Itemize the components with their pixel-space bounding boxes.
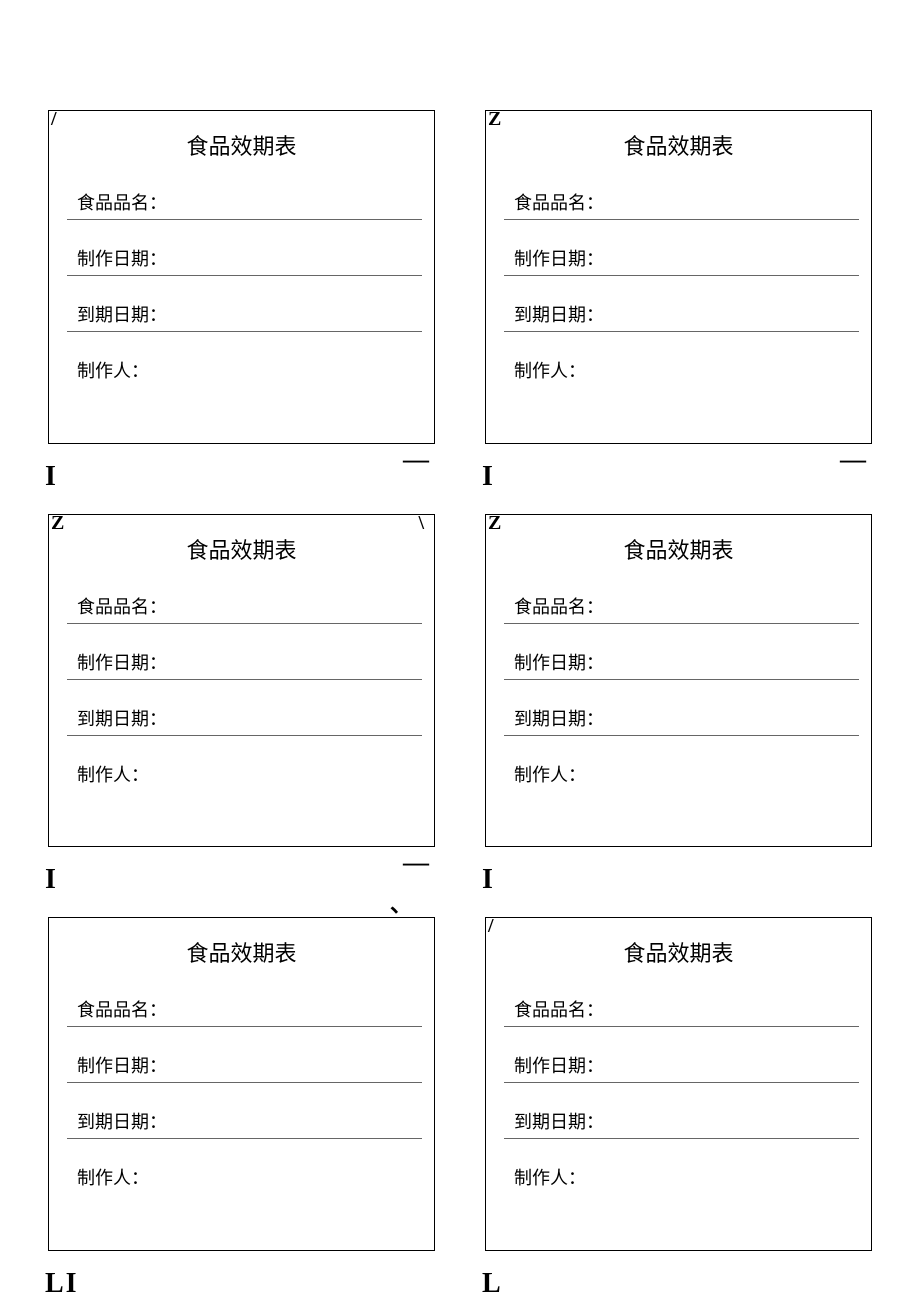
mark-bl-0: I bbox=[45, 463, 56, 491]
underline bbox=[67, 219, 422, 220]
label-producer: 制作人： bbox=[514, 761, 853, 787]
mark-bl-3: I bbox=[482, 866, 493, 894]
field-expiry-date: 到期日期： bbox=[504, 1108, 853, 1139]
expiry-card-3: Z 食品效期表 食品品名： 制作日期： 到期日期： 制作人： I bbox=[485, 514, 872, 848]
underline bbox=[67, 679, 422, 680]
label-production-date: 制作日期： bbox=[514, 649, 853, 675]
underline bbox=[67, 1026, 422, 1027]
underline bbox=[67, 735, 422, 736]
field-production-date: 制作日期： bbox=[67, 1052, 416, 1083]
expiry-card-5: / 食品效期表 食品品名： 制作日期： 到期日期： 制作人： L bbox=[485, 917, 872, 1251]
underline bbox=[67, 1082, 422, 1083]
mark-bl-5: L bbox=[482, 1270, 501, 1298]
mark-bl-2: I bbox=[45, 866, 56, 894]
field-producer: 制作人： bbox=[504, 357, 853, 383]
label-expiry-date: 到期日期： bbox=[77, 705, 416, 731]
field-producer: 制作人： bbox=[67, 357, 416, 383]
mark-bl-1: I bbox=[482, 463, 493, 491]
mark-tl-2: Z bbox=[51, 513, 64, 533]
mark-bl-4: LI bbox=[45, 1270, 79, 1298]
label-expiry-date: 到期日期： bbox=[514, 705, 853, 731]
label-production-date: 制作日期： bbox=[514, 245, 853, 271]
field-product-name: 食品品名： bbox=[504, 189, 853, 220]
underline bbox=[504, 275, 859, 276]
field-expiry-date: 到期日期： bbox=[67, 1108, 416, 1139]
label-production-date: 制作日期： bbox=[514, 1052, 853, 1078]
underline bbox=[504, 1026, 859, 1027]
label-producer: 制作人： bbox=[514, 1164, 853, 1190]
card-title: 食品效期表 bbox=[504, 533, 853, 565]
underline bbox=[504, 623, 859, 624]
label-producer: 制作人： bbox=[514, 357, 853, 383]
label-product-name: 食品品名： bbox=[77, 189, 416, 215]
field-product-name: 食品品名： bbox=[67, 593, 416, 624]
field-production-date: 制作日期： bbox=[504, 649, 853, 680]
underline bbox=[67, 331, 422, 332]
mark-tl-1: Z bbox=[488, 109, 501, 129]
field-product-name: 食品品名： bbox=[67, 189, 416, 220]
field-expiry-date: 到期日期： bbox=[67, 705, 416, 736]
field-producer: 制作人： bbox=[67, 761, 416, 787]
label-product-name: 食品品名： bbox=[77, 996, 416, 1022]
underline bbox=[504, 679, 859, 680]
underline bbox=[67, 623, 422, 624]
field-product-name: 食品品名： bbox=[67, 996, 416, 1027]
label-product-name: 食品品名： bbox=[514, 996, 853, 1022]
card-title: 食品效期表 bbox=[67, 533, 416, 565]
expiry-card-4: 食品效期表 食品品名： 制作日期： 到期日期： 制作人： LI bbox=[48, 917, 435, 1251]
expiry-card-1: Z 食品效期表 食品品名： 制作日期： 到期日期： 制作人： I — bbox=[485, 110, 872, 444]
card-title: 食品效期表 bbox=[67, 936, 416, 968]
card-title: 食品效期表 bbox=[504, 936, 853, 968]
field-product-name: 食品品名： bbox=[504, 593, 853, 624]
label-producer: 制作人： bbox=[77, 761, 416, 787]
field-production-date: 制作日期： bbox=[67, 245, 416, 276]
field-producer: 制作人： bbox=[67, 1164, 416, 1190]
underline bbox=[67, 1138, 422, 1139]
mark-br2-2: 、 bbox=[390, 894, 412, 916]
label-expiry-date: 到期日期： bbox=[514, 301, 853, 327]
mark-br-1: — bbox=[840, 447, 863, 473]
underline bbox=[504, 1138, 859, 1139]
mark-tl-0: / bbox=[51, 109, 57, 129]
expiry-card-0: / 食品效期表 食品品名： 制作日期： 到期日期： 制作人： I — bbox=[48, 110, 435, 444]
mark-tr-2: \ bbox=[418, 513, 424, 533]
label-production-date: 制作日期： bbox=[77, 245, 416, 271]
field-production-date: 制作日期： bbox=[504, 1052, 853, 1083]
underline bbox=[504, 331, 859, 332]
field-product-name: 食品品名： bbox=[504, 996, 853, 1027]
card-title: 食品效期表 bbox=[67, 129, 416, 161]
card-title: 食品效期表 bbox=[504, 129, 853, 161]
underline bbox=[67, 275, 422, 276]
mark-tl-5: / bbox=[488, 916, 494, 936]
mark-tl-3: Z bbox=[488, 513, 501, 533]
field-production-date: 制作日期： bbox=[504, 245, 853, 276]
label-product-name: 食品品名： bbox=[77, 593, 416, 619]
card-grid: / 食品效期表 食品品名： 制作日期： 到期日期： 制作人： I — Z 食品效… bbox=[48, 110, 872, 1251]
label-producer: 制作人： bbox=[77, 1164, 416, 1190]
label-production-date: 制作日期： bbox=[77, 649, 416, 675]
underline bbox=[504, 735, 859, 736]
field-production-date: 制作日期： bbox=[67, 649, 416, 680]
label-product-name: 食品品名： bbox=[514, 593, 853, 619]
field-expiry-date: 到期日期： bbox=[504, 301, 853, 332]
label-expiry-date: 到期日期： bbox=[77, 301, 416, 327]
label-expiry-date: 到期日期： bbox=[77, 1108, 416, 1134]
field-expiry-date: 到期日期： bbox=[504, 705, 853, 736]
field-producer: 制作人： bbox=[504, 1164, 853, 1190]
label-production-date: 制作日期： bbox=[77, 1052, 416, 1078]
underline bbox=[504, 219, 859, 220]
underline bbox=[504, 1082, 859, 1083]
mark-br-0: — bbox=[403, 447, 426, 473]
field-producer: 制作人： bbox=[504, 761, 853, 787]
label-producer: 制作人： bbox=[77, 357, 416, 383]
mark-br-2: — bbox=[403, 850, 426, 876]
label-expiry-date: 到期日期： bbox=[514, 1108, 853, 1134]
label-product-name: 食品品名： bbox=[514, 189, 853, 215]
field-expiry-date: 到期日期： bbox=[67, 301, 416, 332]
expiry-card-2: Z \ 食品效期表 食品品名： 制作日期： 到期日期： 制作人： I — 、 bbox=[48, 514, 435, 848]
